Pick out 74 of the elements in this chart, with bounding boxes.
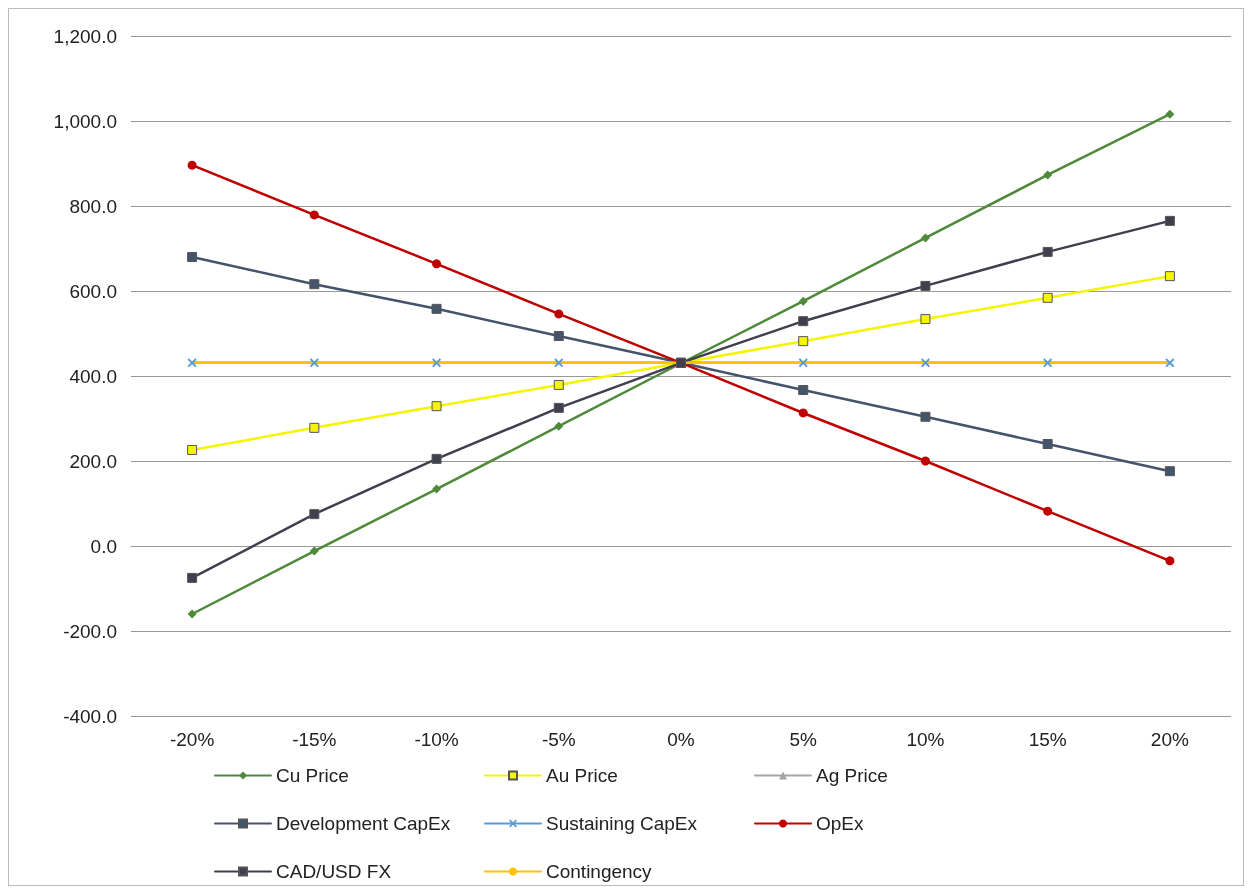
point [798, 336, 809, 347]
y-tick-label: 1,200.0 [53, 25, 117, 47]
point [554, 309, 564, 319]
legend-label: Au Price [546, 765, 618, 786]
x-tick-label: 10% [906, 729, 945, 750]
x-tick-label: 0% [667, 729, 695, 750]
point [309, 422, 320, 433]
point [187, 609, 197, 619]
legend-label: CAD/USD FX [276, 861, 392, 882]
point [1042, 439, 1053, 449]
x-tick-label: -5% [541, 729, 576, 750]
point [187, 252, 198, 262]
y-tick-label: 600.0 [69, 280, 117, 302]
point [1043, 506, 1053, 516]
point [553, 331, 564, 342]
point [432, 259, 442, 269]
x-tick-label: -15% [292, 729, 337, 750]
point [1165, 556, 1175, 566]
point [431, 401, 442, 412]
point [920, 411, 931, 422]
y-tick-label: 1,000.0 [53, 110, 117, 132]
legend-label: OpEx [816, 813, 865, 834]
point [798, 408, 808, 418]
y-tick-label: 0.0 [90, 535, 117, 557]
point [920, 456, 930, 466]
legend-label: Ag Price [816, 765, 888, 786]
point [920, 280, 931, 291]
point [432, 358, 442, 368]
legend-label: Development CapEx [276, 813, 451, 834]
point [1165, 358, 1175, 368]
point [920, 233, 930, 243]
point [798, 358, 808, 368]
point [1043, 358, 1053, 368]
point [187, 444, 198, 455]
point [798, 316, 809, 327]
point [1164, 466, 1175, 477]
point [309, 210, 319, 220]
point [431, 453, 442, 464]
y-tick-label: 400.0 [69, 365, 117, 387]
point [1042, 246, 1053, 257]
point [309, 546, 319, 556]
point [554, 421, 564, 431]
y-tick-label: 200.0 [69, 450, 117, 472]
point [187, 358, 197, 368]
point [1043, 170, 1053, 180]
x-tick-label: -20% [169, 729, 215, 750]
y-tick-label: -400.0 [63, 705, 117, 727]
point [1165, 109, 1175, 119]
point [1164, 271, 1175, 282]
point [554, 358, 564, 368]
legend-label: Cu Price [276, 765, 349, 786]
point [798, 296, 808, 306]
point [309, 279, 320, 290]
point [432, 484, 442, 494]
x-tick-label: 15% [1028, 729, 1067, 750]
point [553, 402, 564, 413]
point [1164, 215, 1175, 226]
point [553, 379, 564, 390]
point [187, 160, 197, 170]
point [920, 358, 930, 368]
x-tick-label: 20% [1150, 729, 1190, 750]
y-tick-label: 800.0 [69, 195, 117, 217]
y-tick-label: -200.0 [63, 620, 117, 642]
x-tick-label: 5% [789, 729, 818, 750]
point [920, 314, 931, 325]
point [431, 303, 442, 314]
legend-label: Sustaining CapEx [546, 813, 698, 834]
legend-label: Contingency [546, 861, 653, 882]
x-tick-label: -10% [414, 729, 459, 750]
point [798, 385, 809, 396]
point [1042, 292, 1053, 303]
point [187, 572, 198, 583]
point [309, 509, 320, 520]
point [309, 358, 319, 368]
